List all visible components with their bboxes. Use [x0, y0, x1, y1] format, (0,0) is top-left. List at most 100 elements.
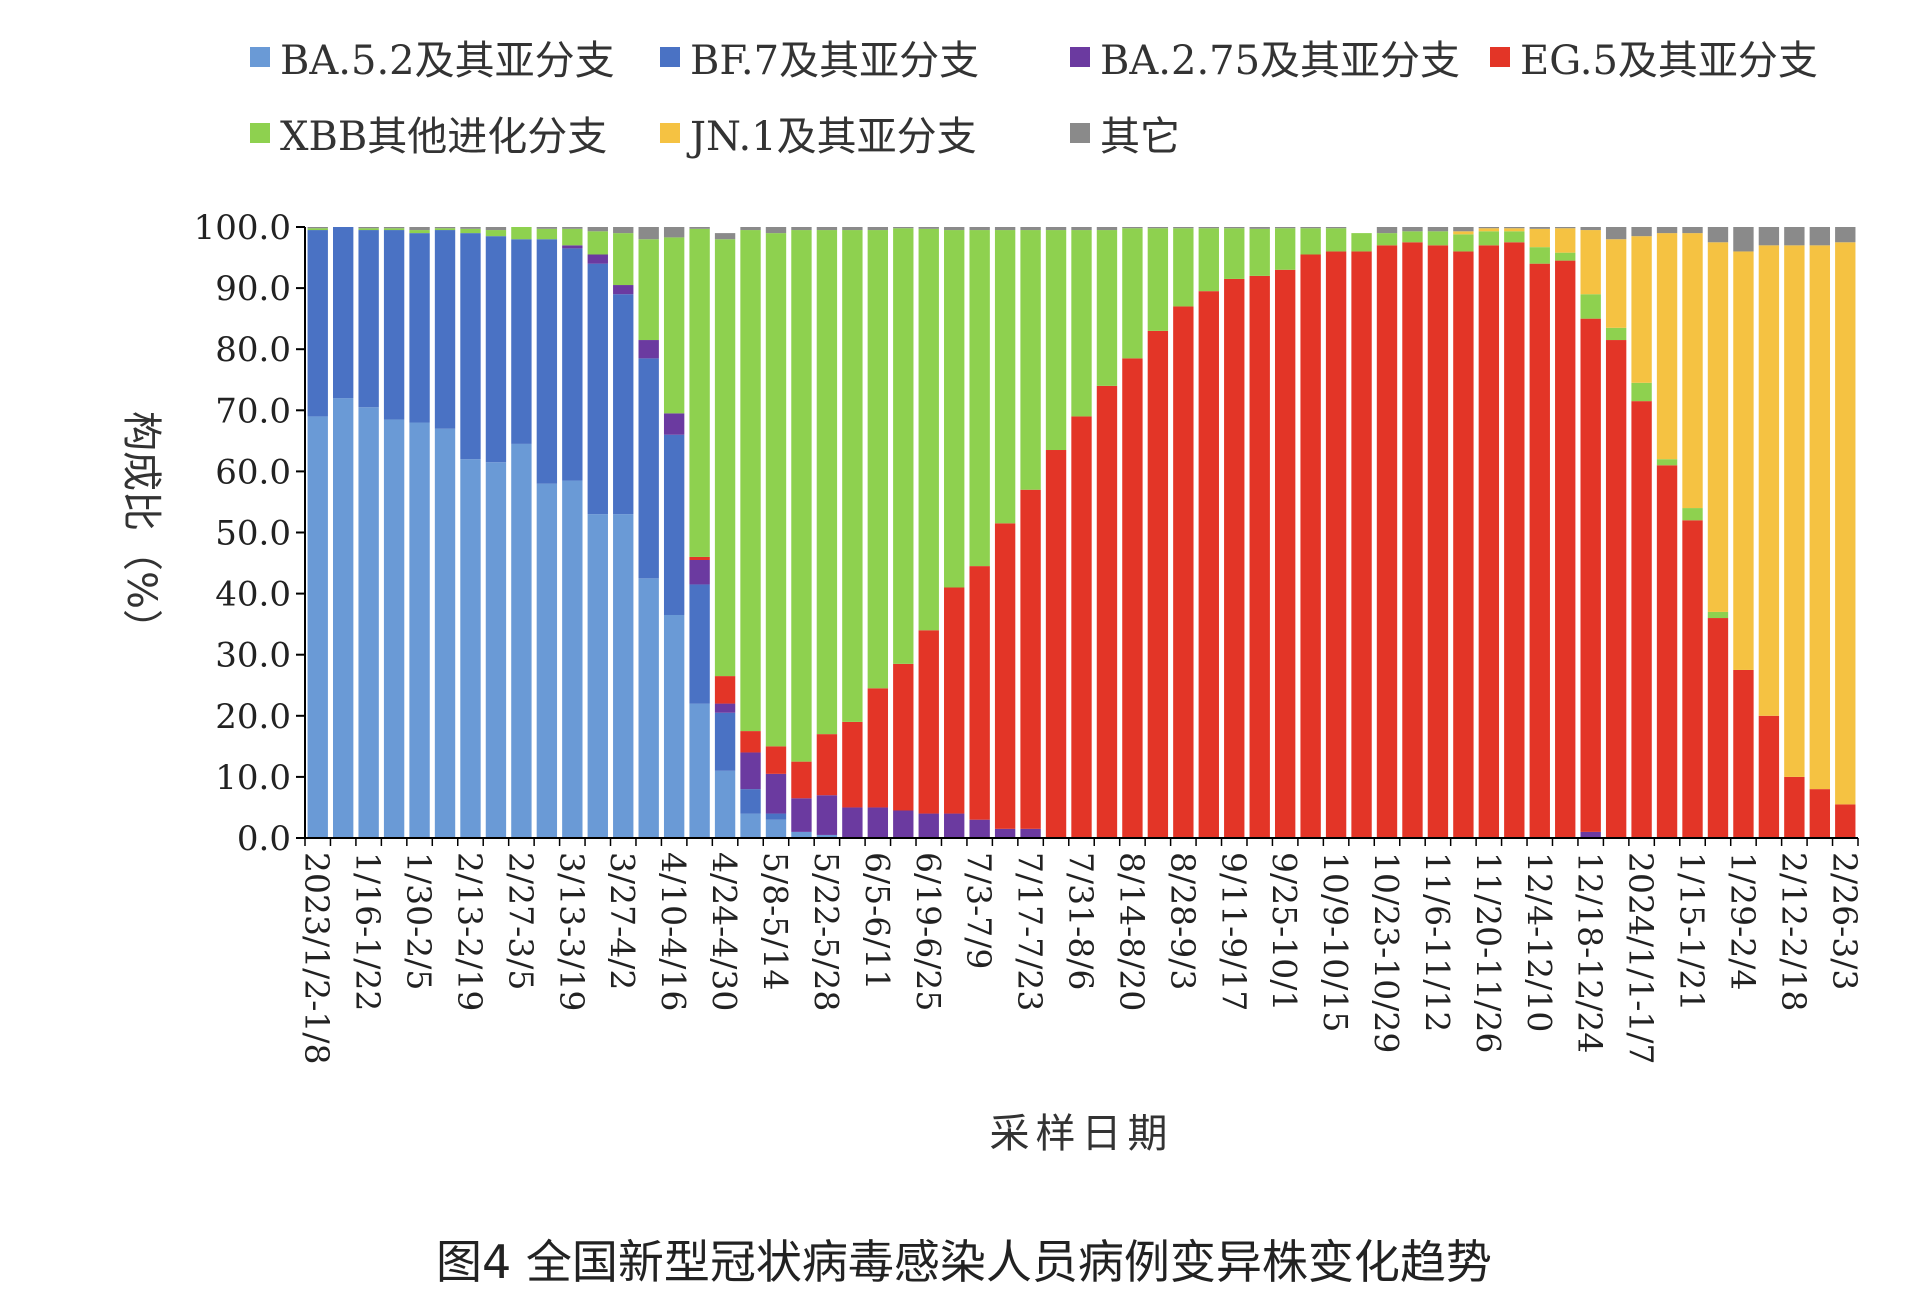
- bar-segment-17-s4: [740, 230, 761, 732]
- bar-segment-13-s4: [638, 239, 659, 341]
- bar-segment-51-s6: [1605, 227, 1627, 240]
- legend-item-2: BA.2.75及其亚分支: [1070, 28, 1460, 86]
- bar-segment-5-s4: [434, 228, 456, 231]
- y-tick-label-8: 80.0: [215, 330, 291, 370]
- bar-segment-6-s1: [460, 233, 481, 460]
- x-tick-label-28: 1/29-2/4: [1723, 852, 1762, 990]
- bar-segment-53-s3: [1656, 465, 1678, 838]
- bar-segment-3-s1: [383, 230, 405, 420]
- bar-segment-52-s3: [1631, 401, 1652, 838]
- bar-segment-4-s1: [409, 233, 430, 423]
- bar-segment-2-s1: [358, 230, 379, 408]
- bar-segment-44-s6: [1427, 227, 1449, 232]
- legend-swatch-6: [1070, 123, 1090, 143]
- bar-segment-47-s4: [1504, 231, 1525, 243]
- x-tick-label-6: 3/27-4/2: [603, 852, 642, 990]
- bar-segment-21-s2: [842, 807, 863, 838]
- bar-segment-30-s4: [1071, 230, 1092, 417]
- bar-segment-13-s0: [638, 578, 659, 838]
- bar-segment-28-s2: [1020, 828, 1041, 838]
- bar-segment-12-s4: [613, 233, 634, 286]
- bar-segment-15-s1: [689, 584, 710, 704]
- bar-segment-3-s0: [383, 419, 405, 838]
- bar-segment-4-s6: [409, 227, 430, 231]
- legend-label-5: JN.1及其亚分支: [690, 114, 977, 160]
- bar-segment-13-s2: [638, 340, 659, 359]
- x-tick-label-3: 2/13-2/19: [450, 852, 489, 1011]
- bar-segment-46-s3: [1478, 245, 1500, 838]
- figure-caption: 图4 全国新型冠状病毒感染人员病例变异株变化趋势: [436, 1235, 1492, 1289]
- bar-segment-21-s4: [842, 230, 863, 722]
- bar-segment-14-s4: [663, 237, 685, 414]
- bar-segment-37-s6: [1249, 227, 1270, 229]
- bar-segment-6-s4: [460, 228, 481, 234]
- bar-segment-48-s5: [1529, 228, 1550, 248]
- bar-segment-9-s6: [536, 227, 558, 229]
- legend-swatch-0: [250, 47, 270, 67]
- bar-segment-14-s1: [663, 434, 685, 615]
- bar-segment-12-s0: [613, 514, 634, 838]
- bar-segment-30-s3: [1071, 416, 1092, 838]
- bar-segment-52-s6: [1631, 227, 1652, 237]
- bar-segment-54-s5: [1682, 233, 1703, 509]
- bar-segment-41-s4: [1351, 233, 1372, 252]
- bar-segment-53-s4: [1656, 459, 1678, 466]
- bar-segment-10-s2: [562, 245, 583, 249]
- bar-segment-57-s6: [1758, 227, 1780, 246]
- bar-segment-2-s0: [358, 407, 379, 838]
- bar-segment-58-s5: [1784, 245, 1805, 777]
- bar-segment-6-s0: [460, 459, 481, 838]
- bar-segment-26-s4: [969, 230, 990, 567]
- bar-segment-7-s1: [485, 236, 507, 463]
- bar-segment-17-s0: [740, 813, 761, 838]
- bar-segment-8-s0: [511, 443, 532, 838]
- bar-segment-36-s3: [1224, 278, 1245, 838]
- bar-segment-35-s4: [1198, 228, 1219, 292]
- x-tick-label-30: 2/26-3/3: [1825, 852, 1864, 990]
- bar-segment-27-s4: [994, 230, 1016, 524]
- bar-segment-32-s6: [1122, 227, 1143, 229]
- x-tick-label-21: 10/23-10/29: [1367, 852, 1406, 1053]
- bar-segment-52-s4: [1631, 382, 1652, 402]
- bar-segment-20-s0: [816, 834, 838, 838]
- legend-item-1: BF.7及其亚分支: [660, 28, 979, 86]
- bar-segment-38-s6: [1274, 227, 1296, 229]
- bar-segment-11-s1: [587, 263, 608, 515]
- bar-segment-14-s6: [663, 227, 685, 238]
- bar-segment-33-s6: [1147, 227, 1169, 229]
- y-tick-label-7: 70.0: [215, 391, 291, 431]
- bar-segment-41-s3: [1351, 251, 1372, 838]
- bar-segment-49-s6: [1555, 227, 1576, 229]
- bar-segment-33-s3: [1147, 330, 1169, 838]
- legend-label-0: BA.5.2及其亚分支: [280, 38, 615, 84]
- bar-segment-49-s5: [1555, 228, 1576, 253]
- bar-segment-24-s3: [918, 630, 939, 814]
- bar-segment-28-s6: [1020, 227, 1041, 231]
- bar-segment-54-s4: [1682, 508, 1703, 521]
- x-tick-label-18: 9/11-9/17: [1214, 852, 1253, 1011]
- y-tick-label-6: 60.0: [215, 452, 291, 492]
- bar-segment-23-s6: [893, 227, 914, 229]
- x-tick-label-23: 11/20-11/26: [1469, 852, 1508, 1053]
- bar-segment-46-s6: [1478, 227, 1500, 229]
- bar-segment-51-s3: [1605, 340, 1627, 838]
- y-tick-label-4: 40.0: [215, 575, 291, 615]
- bar-segment-14-s2: [663, 413, 685, 435]
- bar-segment-26-s2: [969, 819, 990, 838]
- bar-segment-16-s0: [714, 770, 736, 838]
- bar-segment-18-s6: [765, 227, 787, 234]
- bar-segment-17-s1: [740, 789, 761, 814]
- bar-segment-8-s4: [511, 227, 532, 240]
- bar-segment-24-s4: [918, 228, 939, 631]
- x-tick-label-20: 10/9-10/15: [1316, 852, 1355, 1032]
- bar-segment-33-s4: [1147, 228, 1169, 331]
- bar-segment-10-s1: [562, 248, 583, 481]
- bar-segment-19-s3: [791, 761, 812, 799]
- x-tick-label-14: 7/17-7/23: [1011, 852, 1050, 1011]
- bar-segment-13-s6: [638, 227, 659, 240]
- x-tick-label-2: 1/30-2/5: [400, 852, 439, 990]
- bar-segment-36-s6: [1224, 227, 1245, 229]
- bar-segment-32-s4: [1122, 228, 1143, 359]
- bar-segment-2-s4: [358, 228, 379, 231]
- bar-segment-16-s4: [714, 239, 736, 677]
